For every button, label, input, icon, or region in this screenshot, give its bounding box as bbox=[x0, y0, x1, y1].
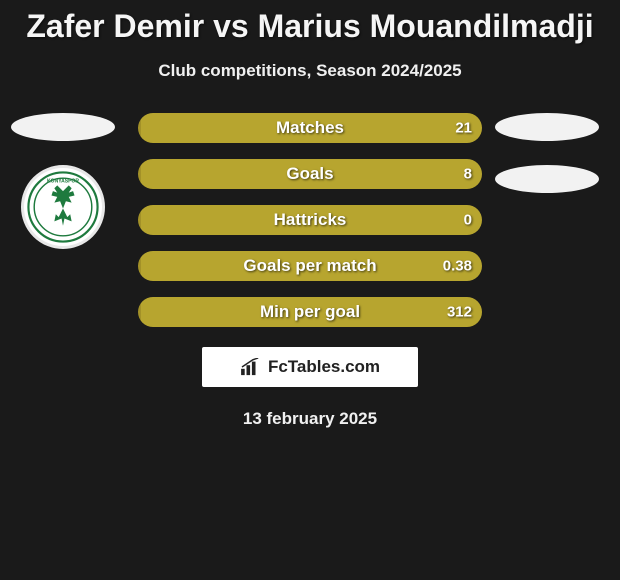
right-player-column bbox=[492, 113, 602, 217]
bar-chart-icon bbox=[240, 358, 262, 376]
stat-label: Min per goal bbox=[260, 302, 360, 322]
left-player-column: KONYASPOR bbox=[8, 113, 118, 249]
club-label-text: KONYASPOR bbox=[47, 179, 79, 185]
stat-value-right: 312 bbox=[447, 304, 472, 321]
stat-label: Matches bbox=[276, 118, 344, 138]
stat-value-right: 21 bbox=[455, 120, 472, 137]
stat-row: Min per goal 312 bbox=[138, 297, 482, 327]
left-player-photo-placeholder bbox=[11, 113, 115, 141]
konyaspor-logo-icon: KONYASPOR bbox=[27, 171, 99, 243]
stat-row: Goals per match 0.38 bbox=[138, 251, 482, 281]
stat-label: Goals bbox=[286, 164, 333, 184]
stat-value-right: 0.38 bbox=[443, 258, 472, 275]
stat-label: Hattricks bbox=[274, 210, 347, 230]
page-title: Zafer Demir vs Marius Mouandilmadji bbox=[0, 0, 620, 45]
comparison-widget: Zafer Demir vs Marius Mouandilmadji Club… bbox=[0, 0, 620, 580]
date-line: 13 february 2025 bbox=[0, 409, 620, 429]
branding-badge[interactable]: FcTables.com bbox=[202, 347, 418, 387]
right-player-photo-placeholder bbox=[495, 113, 599, 141]
stat-value-right: 8 bbox=[464, 166, 472, 183]
stats-area: KONYASPOR Matches 21 Goals 8 Hattricks 0 Goals… bbox=[0, 113, 620, 333]
left-club-badge: KONYASPOR bbox=[21, 165, 105, 249]
branding-text: FcTables.com bbox=[268, 357, 380, 377]
right-club-badge-placeholder bbox=[495, 165, 599, 193]
stat-row: Hattricks 0 bbox=[138, 205, 482, 235]
subtitle: Club competitions, Season 2024/2025 bbox=[0, 61, 620, 81]
stat-row: Matches 21 bbox=[138, 113, 482, 143]
stat-row: Goals 8 bbox=[138, 159, 482, 189]
stat-bars: Matches 21 Goals 8 Hattricks 0 Goals per match… bbox=[138, 113, 482, 343]
stat-value-right: 0 bbox=[464, 212, 472, 229]
stat-label: Goals per match bbox=[243, 256, 376, 276]
